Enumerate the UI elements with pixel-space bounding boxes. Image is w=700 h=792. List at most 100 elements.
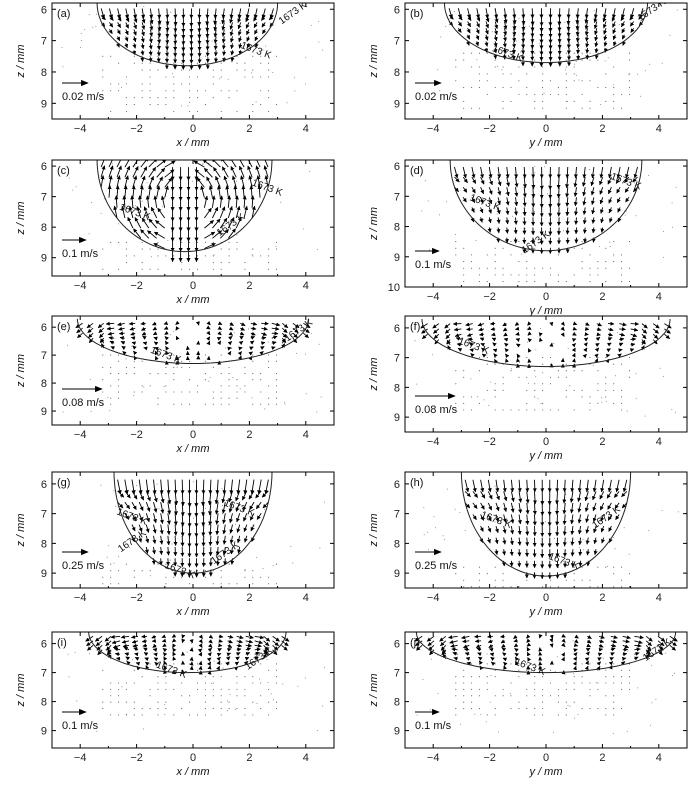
velocity-vector [584, 502, 589, 512]
mesh-dot [181, 241, 183, 243]
mesh-dot [268, 262, 270, 264]
velocity-vector [514, 652, 520, 657]
mesh-dot [486, 80, 488, 82]
scale-label: 0.25 m/s [415, 560, 458, 572]
velocity-vector [159, 535, 164, 545]
velocity-vector [227, 639, 233, 644]
mesh-dot [526, 402, 528, 404]
velocity-vector [236, 513, 241, 523]
velocity-vector [237, 546, 242, 554]
velocity-vector [166, 524, 171, 536]
velocity-vector [172, 651, 177, 657]
velocity-vector [462, 176, 468, 184]
velocity-vector [262, 501, 269, 509]
velocity-vector [239, 165, 245, 178]
velocity-vector [85, 635, 94, 642]
mesh-dot [564, 21, 566, 23]
mesh-dot [496, 213, 498, 215]
mesh-dot [102, 268, 104, 270]
y-tick-label: 6 [394, 161, 400, 173]
velocity-vector [607, 502, 612, 510]
velocity-vector [525, 479, 530, 493]
velocity-vector [238, 36, 243, 43]
velocity-vector [152, 647, 158, 652]
velocity-vector [479, 207, 484, 214]
velocity-vector [212, 218, 221, 229]
velocity-vector [246, 29, 250, 36]
velocity-vector [585, 47, 590, 54]
velocity-field [100, 8, 274, 70]
mesh-dot [260, 403, 262, 405]
mesh-dot [510, 663, 512, 665]
velocity-vector [262, 29, 267, 35]
velocity-vector [222, 479, 227, 495]
mesh-dot [455, 708, 457, 710]
mesh-dot [125, 563, 127, 565]
velocity-vector [616, 197, 621, 204]
mesh-dot [573, 274, 575, 276]
mesh-dot [318, 20, 320, 22]
velocity-vector [487, 639, 494, 644]
mesh-dot [157, 563, 159, 565]
x-tick-label: −4 [74, 280, 87, 292]
mesh-dot [543, 92, 545, 94]
mesh-dot [567, 348, 569, 350]
mesh-dot [212, 366, 214, 368]
mesh-dot [454, 234, 456, 235]
mesh-dot [213, 616, 214, 617]
mesh-dot [244, 676, 246, 678]
mesh-dot [170, 11, 172, 13]
velocity-vector [475, 644, 482, 648]
mesh-dot [118, 83, 120, 85]
velocity-vector [585, 41, 590, 48]
mesh-dot [227, 710, 228, 712]
mesh-dot [189, 97, 191, 99]
mesh-dot [196, 391, 199, 393]
mesh-dot [311, 333, 313, 335]
mesh-dot [165, 583, 167, 585]
mesh-dot [613, 87, 615, 89]
velocity-vector [234, 195, 239, 208]
mesh-dot [518, 586, 520, 588]
velocity-vector [634, 640, 643, 645]
mesh-dot [581, 267, 583, 269]
velocity-vector [271, 341, 277, 345]
mesh-dot [133, 255, 135, 257]
velocity-vector [652, 328, 659, 334]
velocity-vector [141, 331, 147, 336]
velocity-vector [516, 358, 521, 363]
mesh-dot [275, 583, 278, 585]
velocity-vector [607, 479, 612, 493]
velocity-vector [141, 639, 148, 644]
mesh-dot [236, 391, 238, 393]
mesh-dot [463, 87, 465, 89]
mesh-dot [510, 409, 512, 411]
velocity-vector [221, 166, 229, 178]
y-tick-label: 7 [394, 509, 400, 521]
x-axis: −4 −2 0 2 4x / mm [51, 3, 335, 149]
mesh-dot [478, 73, 480, 75]
mesh-dot [581, 682, 583, 684]
velocity-vector [236, 479, 241, 495]
isotherm-label: 1673 K [149, 345, 183, 366]
velocity-vector [608, 525, 613, 532]
mesh-dot [189, 110, 191, 113]
mesh-dot [319, 547, 321, 549]
x-axis-label: x / mm [176, 766, 210, 778]
mesh-dot [549, 682, 552, 684]
mesh-dot [510, 87, 512, 89]
mesh-dot [204, 373, 206, 375]
mesh-dot [268, 90, 270, 92]
mesh-dot [157, 708, 159, 710]
velocity-vector [117, 501, 124, 509]
mesh-dot [212, 403, 214, 405]
mesh-dot [486, 354, 488, 356]
velocity-vector [222, 546, 227, 556]
mesh-dot [476, 59, 478, 61]
mesh-dot [260, 62, 262, 64]
mesh-dot [275, 104, 278, 106]
isotherm-1673k [96, 3, 279, 67]
velocity-vector [632, 176, 638, 183]
mesh-dot [542, 52, 544, 54]
